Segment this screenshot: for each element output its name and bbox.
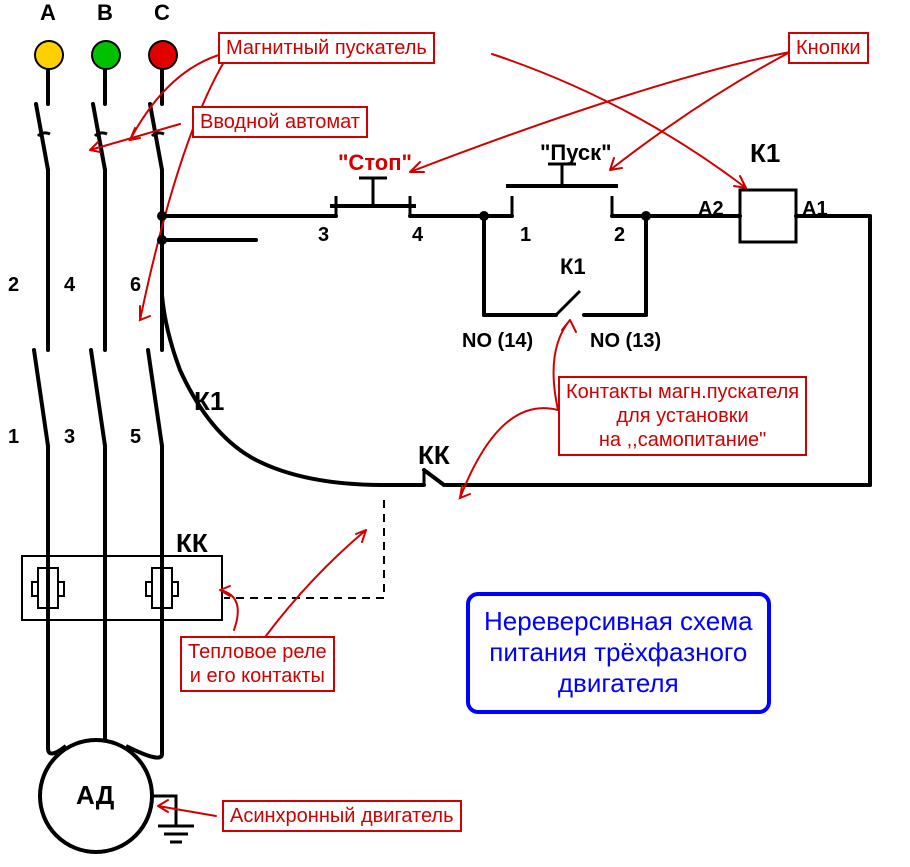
phase-b-label: B	[97, 0, 113, 26]
annot-contacts: Контакты магн.пускателя для установки на…	[558, 376, 807, 456]
a1: А1	[802, 198, 828, 221]
node	[641, 211, 651, 221]
title-l2: двигателя	[484, 668, 753, 699]
ctrl-4: 4	[412, 224, 423, 247]
node	[157, 211, 167, 221]
annot-thermal-l1: и его контакты	[188, 664, 327, 688]
ctrl-3: 3	[318, 224, 329, 247]
term-4: 4	[64, 274, 75, 297]
phase-a-label: A	[40, 0, 56, 26]
annot-contacts-l1: для установки	[566, 404, 799, 428]
annot-contacts-l0: Контакты магн.пускателя	[566, 380, 799, 404]
kk-mid: КК	[418, 440, 450, 471]
start-label: "Пуск"	[540, 140, 612, 166]
annot-contacts-l2: на ,,самопитание"	[566, 428, 799, 452]
annot-input-automat: Вводной автомат	[192, 106, 368, 138]
k1-mid: К1	[560, 254, 586, 280]
node	[479, 211, 489, 221]
motor-label: АД	[76, 780, 114, 811]
title-l1: питания трёхфазного	[484, 637, 753, 668]
annot-magnet-starter: Магнитный пускатель	[218, 32, 435, 64]
a2: А2	[698, 198, 724, 221]
phase-b-lamp	[91, 40, 121, 70]
ctrl-1: 1	[520, 224, 531, 247]
no14: NO (14)	[462, 330, 533, 353]
annot-thermal: Тепловое реле и его контакты	[180, 636, 335, 692]
phase-c-lamp	[148, 40, 178, 70]
term-3: 3	[64, 426, 75, 449]
annot-motor: Асинхронный двигатель	[222, 800, 462, 832]
title-box: Нереверсивная схема питания трёхфазного …	[466, 592, 771, 714]
stop-label: "Стоп"	[338, 150, 412, 176]
k1-left: К1	[194, 386, 224, 417]
ctrl-2: 2	[614, 224, 625, 247]
kk-left: КК	[176, 528, 208, 559]
term-5: 5	[130, 426, 141, 449]
phase-c-label: C	[154, 0, 170, 26]
term-1: 1	[8, 426, 19, 449]
node	[157, 235, 167, 245]
term-2: 2	[8, 274, 19, 297]
k1-top: К1	[750, 138, 780, 169]
annot-thermal-l0: Тепловое реле	[188, 640, 327, 664]
title-l0: Нереверсивная схема	[484, 606, 753, 637]
annot-buttons: Кнопки	[788, 32, 869, 64]
no13: NO (13)	[590, 330, 661, 353]
term-6: 6	[130, 274, 141, 297]
phase-a-lamp	[34, 40, 64, 70]
diagram-canvas: A B C Магнитный пускатель Кнопки Вводной…	[0, 0, 910, 867]
